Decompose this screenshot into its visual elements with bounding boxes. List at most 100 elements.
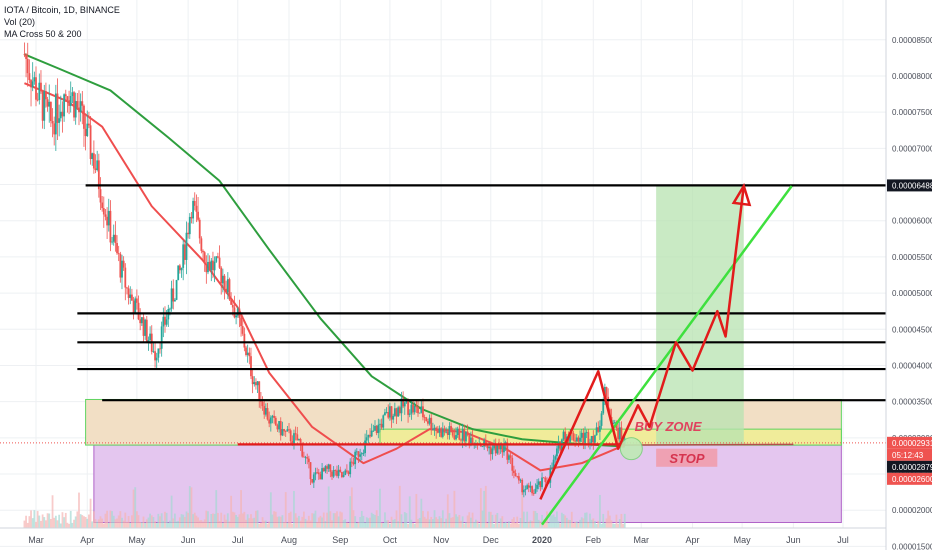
candle-body <box>577 437 580 442</box>
stop-label: STOP <box>669 451 704 466</box>
volume-bar <box>397 521 400 528</box>
time-axis-tick-label: 2020 <box>532 535 552 545</box>
volume-bar <box>26 522 29 528</box>
candle-body <box>372 430 375 432</box>
volume-bar <box>532 510 535 528</box>
candle-body <box>278 421 280 430</box>
volume-bar <box>567 519 570 528</box>
annotations-layer[interactable]: BUY ZONE STOP <box>539 182 793 526</box>
volume-bar <box>403 512 406 528</box>
volume-bar <box>498 523 500 528</box>
candle-body <box>470 437 472 444</box>
candle-body <box>116 243 118 254</box>
candle-body <box>503 445 505 453</box>
candle-body <box>49 101 52 121</box>
volume-bar <box>431 519 434 528</box>
volume-bar <box>393 519 396 528</box>
volume-bar <box>302 511 305 528</box>
candle-body <box>585 432 588 434</box>
candle-body <box>309 462 312 480</box>
target-zone-rect <box>656 185 744 446</box>
candle-body <box>344 470 347 476</box>
candle-body <box>595 427 598 436</box>
candle-body <box>253 382 256 385</box>
candle-body <box>107 210 110 226</box>
volume-bar <box>488 511 491 528</box>
candle-body <box>544 477 547 483</box>
symbol-title[interactable]: IOTA / Bitcoin, 1D, BINANCE <box>4 5 120 15</box>
candle-body <box>461 429 464 441</box>
volume-bar <box>140 522 143 528</box>
volume-bar <box>64 512 67 528</box>
candle-body <box>355 451 358 453</box>
volume-bar <box>312 513 315 528</box>
projection-path <box>539 185 746 500</box>
candle-body <box>28 73 31 81</box>
volume-bar <box>283 522 285 528</box>
candle-body <box>582 432 585 443</box>
volume-bar <box>177 520 180 528</box>
volume-bar <box>372 513 375 528</box>
levels-layer[interactable] <box>77 184 886 446</box>
ma-cross-indicator-label[interactable]: MA Cross 50 & 200 <box>4 29 82 39</box>
volume-bar <box>341 512 343 528</box>
volume-bar <box>233 512 236 528</box>
volume-bar <box>220 512 223 528</box>
candle-body <box>35 77 37 100</box>
trendline <box>541 185 793 526</box>
volume-bar <box>248 518 251 528</box>
candle-body <box>121 260 123 278</box>
volume-bar <box>251 518 254 528</box>
volume-bar <box>273 511 276 528</box>
candle-body <box>314 472 317 475</box>
candle-body <box>266 408 269 420</box>
volume-bar <box>516 516 519 528</box>
candle-body <box>145 319 148 342</box>
candle-body <box>413 405 416 413</box>
candle-body <box>220 267 223 284</box>
volume-bar <box>620 513 623 528</box>
volume-bar <box>54 515 57 528</box>
candle-body <box>347 471 350 475</box>
volume-indicator-label[interactable]: Vol (20) <box>4 17 36 27</box>
candle-body <box>76 101 79 108</box>
volume-bar <box>473 521 476 528</box>
candle-body <box>182 244 185 268</box>
candle-body <box>208 261 211 271</box>
price-tag-label: 05:12:43 <box>892 451 924 460</box>
candle-body <box>241 326 244 334</box>
volume-bar <box>76 511 79 528</box>
candle-body <box>291 441 294 444</box>
volume-bar <box>286 522 289 528</box>
candle-body <box>155 357 158 361</box>
volume-bar <box>544 521 547 528</box>
candle-body <box>327 464 330 469</box>
volume-bar <box>104 513 107 528</box>
volume-bar <box>332 513 335 528</box>
volume-bar <box>28 516 31 528</box>
volume-bar <box>327 486 330 528</box>
volume-bar <box>132 489 135 528</box>
candle-body <box>126 287 128 289</box>
time-axis-tick-label: Jun <box>786 535 801 545</box>
candle-body <box>509 455 512 458</box>
price-axis-tick-label: 0.00001500 <box>892 542 932 550</box>
candle-body <box>132 300 135 315</box>
volume-bar <box>106 510 109 528</box>
volume-bar <box>112 515 115 528</box>
price-tags-layer: 0.00006488 0.00002931 05:12:43 0.00002879 0.… <box>887 179 932 485</box>
volume-bar <box>294 513 297 528</box>
support-line-extension <box>624 443 794 446</box>
candle-body <box>451 431 454 436</box>
candle-body <box>403 402 406 407</box>
volume-bar <box>420 498 423 528</box>
candle-body <box>63 94 66 117</box>
volume-bar <box>245 519 247 528</box>
volume-bar <box>145 519 148 528</box>
candle-body <box>279 421 282 436</box>
candle-body <box>160 326 163 349</box>
price-axis-tick-label: 0.00003500 <box>892 398 932 407</box>
volume-bar <box>172 518 175 528</box>
volume-bar <box>554 516 557 528</box>
